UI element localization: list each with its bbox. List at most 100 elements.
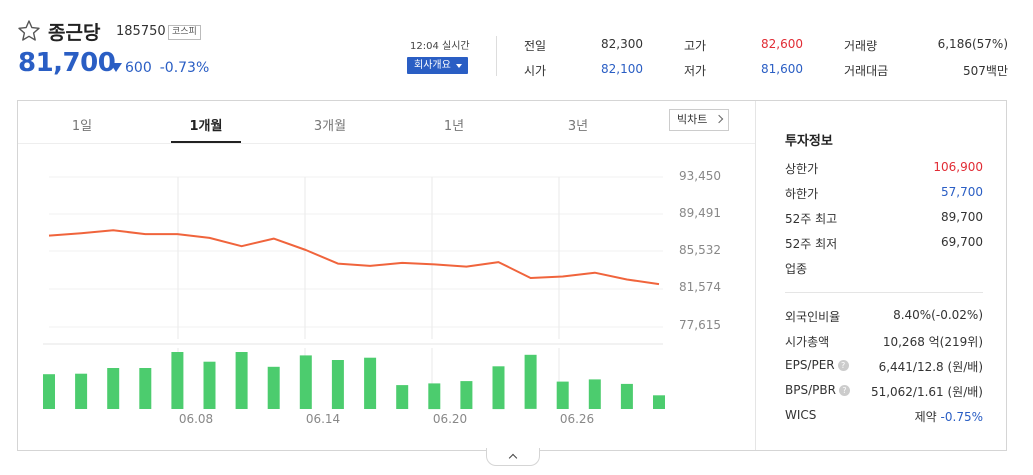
wics-sector: 제약: [914, 410, 937, 424]
invest-info-title: 투자정보: [785, 134, 833, 149]
lower-limit-label: 하한가: [785, 187, 819, 201]
company-overview-button[interactable]: 회사개요: [407, 57, 468, 74]
company-overview-label: 회사개요: [414, 60, 451, 71]
prev-close-label: 전일: [524, 39, 547, 53]
low52-row: 52주 최저 69,700: [785, 235, 983, 251]
volume-bar: [203, 361, 216, 409]
volume-bar: [492, 366, 505, 410]
x-tick: 06.08: [178, 412, 214, 426]
lower-limit-value: 57,700: [941, 185, 983, 199]
stock-code: 185750: [116, 24, 166, 39]
change-amount: 600: [125, 60, 152, 76]
low-label: 저가: [684, 64, 707, 78]
bps-pbr-value: 51,062/1.61 (원/배): [870, 385, 983, 399]
y-tick: 81,574: [679, 280, 721, 294]
bps-pbr-row: BPS/PBR? 51,062/1.61 (원/배): [785, 383, 983, 399]
chevron-up-icon: [508, 453, 518, 463]
volume-bar: [267, 366, 280, 409]
open-value: 82,100: [601, 62, 643, 76]
tab-3m[interactable]: 3개월: [313, 119, 347, 134]
tab-1m[interactable]: 1개월: [189, 119, 223, 134]
current-price: 81,700: [18, 48, 116, 78]
tab-3y[interactable]: 3년: [567, 119, 589, 134]
change-percent: -0.73%: [159, 60, 210, 76]
eps-per-row: EPS/PER? 6,441/12.8 (원/배): [785, 358, 983, 374]
foreign-ratio-label: 외국인비율: [785, 310, 841, 324]
y-tick: 89,491: [679, 206, 721, 220]
open-label: 시가: [524, 64, 547, 78]
price-change: 600 -0.73%: [110, 60, 209, 76]
eps-per-text: EPS/PER: [785, 358, 835, 372]
eps-per-label: EPS/PER?: [785, 358, 849, 372]
upper-limit-label: 상한가: [785, 162, 819, 176]
stock-name: 종근당: [48, 22, 101, 44]
price-line: [48, 229, 660, 286]
volume-bar: [556, 381, 569, 409]
volume-bar: [588, 379, 601, 409]
stock-header: 종근당 185750 코스피 81,700 600 -0.73% 12:04 실시…: [0, 0, 1033, 100]
period-tabs: 1일 1개월 3개월 1년 3년 빅차트: [18, 101, 755, 144]
wics-label: WICS: [785, 408, 817, 422]
lower-limit-row: 하한가 57,700: [785, 185, 983, 201]
divider: [496, 36, 497, 76]
volume-bar: [524, 354, 537, 409]
low-value: 81,600: [761, 62, 803, 76]
x-tick: 06.26: [559, 412, 595, 426]
market-cap-value: 10,268 억(219위): [882, 335, 983, 349]
big-chart-label: 빅차트: [677, 113, 708, 126]
volume-bar: [396, 385, 409, 409]
y-tick: 77,615: [679, 318, 721, 332]
help-icon[interactable]: ?: [837, 360, 849, 371]
volume-label: 거래량: [844, 39, 878, 53]
wics-row: WICS 제약 -0.75%: [785, 408, 983, 424]
help-icon[interactable]: ?: [838, 385, 850, 396]
volume-bar: [299, 355, 312, 409]
star-icon[interactable]: [17, 19, 41, 43]
tab-1d[interactable]: 1일: [71, 119, 93, 134]
volume-bar: [107, 368, 120, 409]
dropdown-icon: [456, 64, 462, 68]
high52-row: 52주 최고 89,700: [785, 210, 983, 226]
volume-bar: [620, 383, 633, 409]
volume-value: 6,186(57%): [937, 37, 1008, 51]
trade-amount-value: 507백만: [963, 64, 1008, 78]
foreign-ratio-row: 외국인비율 8.40%(-0.02%): [785, 308, 983, 324]
y-tick: 85,532: [679, 243, 721, 257]
foreign-ratio-value: 8.40%(-0.02%): [893, 308, 983, 322]
y-tick: 93,450: [679, 169, 721, 183]
volume-bar: [460, 381, 473, 409]
upper-limit-row: 상한가 106,900: [785, 160, 983, 176]
realtime-label: 12:04 실시간: [410, 41, 470, 52]
down-triangle-icon: [110, 63, 122, 72]
big-chart-button[interactable]: 빅차트: [669, 109, 729, 131]
wics-value[interactable]: 제약 -0.75%: [915, 408, 983, 425]
volume-bar: [235, 352, 248, 409]
collapse-toggle[interactable]: [486, 448, 540, 466]
sector-label: 업종: [785, 262, 808, 276]
volume-bar: [364, 357, 377, 409]
sector-row: 업종: [785, 260, 983, 276]
high-label: 고가: [684, 39, 707, 53]
trade-amount-label: 거래대금: [844, 64, 889, 78]
tab-1y[interactable]: 1년: [443, 119, 465, 134]
prev-close-value: 82,300: [601, 37, 643, 51]
volume-bar: [331, 360, 344, 409]
upper-limit-value: 106,900: [933, 160, 983, 174]
bps-pbr-label: BPS/PBR?: [785, 383, 850, 397]
market-cap-row: 시가총액 10,268 억(219위): [785, 333, 983, 349]
wics-change: -0.75%: [940, 410, 983, 424]
volume-bar: [43, 374, 55, 409]
low52-value: 69,700: [941, 235, 983, 249]
high52-value: 89,700: [941, 210, 983, 224]
divider: [785, 292, 983, 293]
volume-bar: [428, 383, 441, 410]
market-badge: 코스피: [168, 25, 201, 40]
high52-label: 52주 최고: [785, 212, 838, 226]
bps-pbr-text: BPS/PBR: [785, 383, 836, 397]
low52-label: 52주 최저: [785, 237, 838, 251]
volume-bar: [171, 352, 184, 409]
x-tick: 06.20: [432, 412, 468, 426]
volume-bar: [653, 395, 665, 409]
price-chart[interactable]: [18, 101, 755, 450]
x-tick: 06.14: [305, 412, 341, 426]
